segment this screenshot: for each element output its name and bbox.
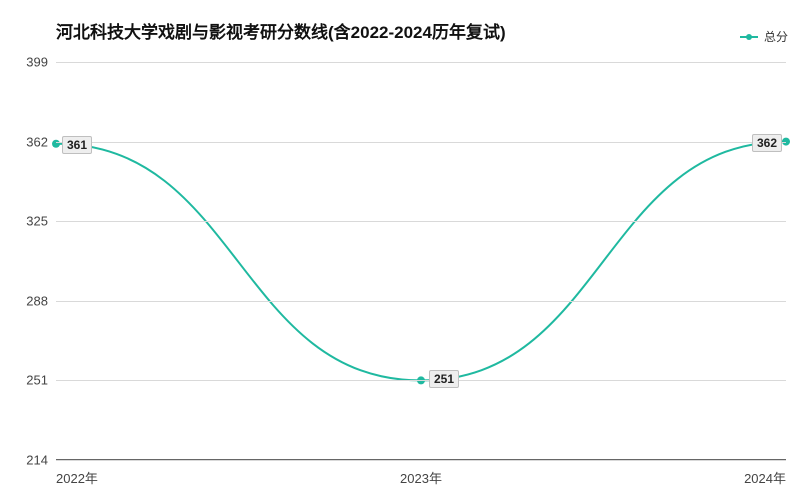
y-tick-label: 399 [26, 55, 48, 70]
y-tick-label: 251 [26, 373, 48, 388]
y-tick-label: 325 [26, 214, 48, 229]
chart-container: 河北科技大学戏剧与影视考研分数线(含2022-2024历年复试) 总分 214 2… [0, 0, 800, 500]
legend-label: 总分 [764, 28, 788, 45]
y-tick-label: 288 [26, 293, 48, 308]
series-line [56, 142, 786, 381]
gridline [56, 460, 786, 461]
gridline [56, 142, 786, 143]
legend-swatch [740, 36, 758, 38]
x-tick-label: 2023年 [400, 468, 442, 487]
y-tick-label: 362 [26, 134, 48, 149]
data-point-label: 251 [429, 370, 459, 388]
data-point-label: 362 [752, 134, 782, 152]
legend: 总分 [740, 28, 788, 45]
line-series [56, 62, 786, 460]
gridline [56, 380, 786, 381]
plot-area: 2142512883253623992022年2023年2024年3612513… [56, 62, 786, 460]
data-point-label: 361 [62, 136, 92, 154]
gridline [56, 62, 786, 63]
gridline [56, 301, 786, 302]
y-tick-label: 214 [26, 453, 48, 468]
x-tick-label: 2022年 [56, 468, 98, 487]
x-tick-label: 2024年 [744, 468, 786, 487]
chart-title: 河北科技大学戏剧与影视考研分数线(含2022-2024历年复试) [56, 18, 506, 43]
legend-marker-icon [746, 34, 752, 40]
gridline [56, 221, 786, 222]
